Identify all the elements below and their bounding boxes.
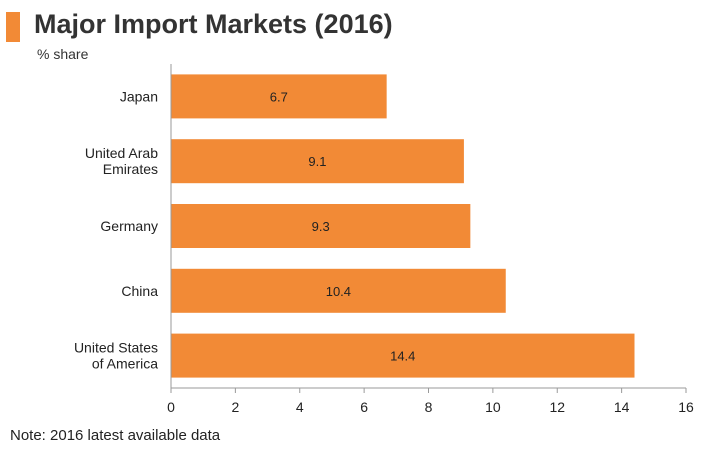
x-tick-label: 8 bbox=[425, 399, 433, 415]
category-label: Germany bbox=[100, 218, 158, 234]
data-label: 14.4 bbox=[390, 349, 415, 364]
chart-title: Major Import Markets (2016) bbox=[34, 9, 393, 39]
category-label: United Arab bbox=[85, 145, 158, 161]
x-tick-label: 16 bbox=[678, 399, 694, 415]
data-label: 9.3 bbox=[312, 219, 330, 234]
category-label: China bbox=[121, 283, 158, 299]
category-label: United States bbox=[74, 340, 158, 356]
chart-subtitle: % share bbox=[37, 46, 89, 62]
bar bbox=[171, 74, 387, 119]
x-tick-label: 4 bbox=[296, 399, 304, 415]
x-tick-label: 2 bbox=[231, 399, 239, 415]
category-label: Japan bbox=[120, 88, 158, 104]
data-label: 9.1 bbox=[308, 154, 326, 169]
bar bbox=[171, 268, 506, 313]
data-label: 10.4 bbox=[326, 284, 351, 299]
x-tick-label: 12 bbox=[549, 399, 565, 415]
bar bbox=[171, 204, 471, 248]
title-accent-bar bbox=[6, 12, 20, 42]
bar bbox=[171, 333, 635, 378]
footnote: Note: 2016 latest available data bbox=[10, 427, 221, 444]
category-label: Emirates bbox=[103, 161, 158, 177]
x-tick-label: 10 bbox=[485, 399, 501, 415]
x-tick-label: 14 bbox=[614, 399, 630, 415]
data-label: 6.7 bbox=[270, 89, 288, 104]
x-tick-label: 6 bbox=[360, 399, 368, 415]
bar bbox=[171, 139, 464, 184]
category-label: of America bbox=[92, 356, 158, 372]
x-tick-label: 0 bbox=[167, 399, 175, 415]
